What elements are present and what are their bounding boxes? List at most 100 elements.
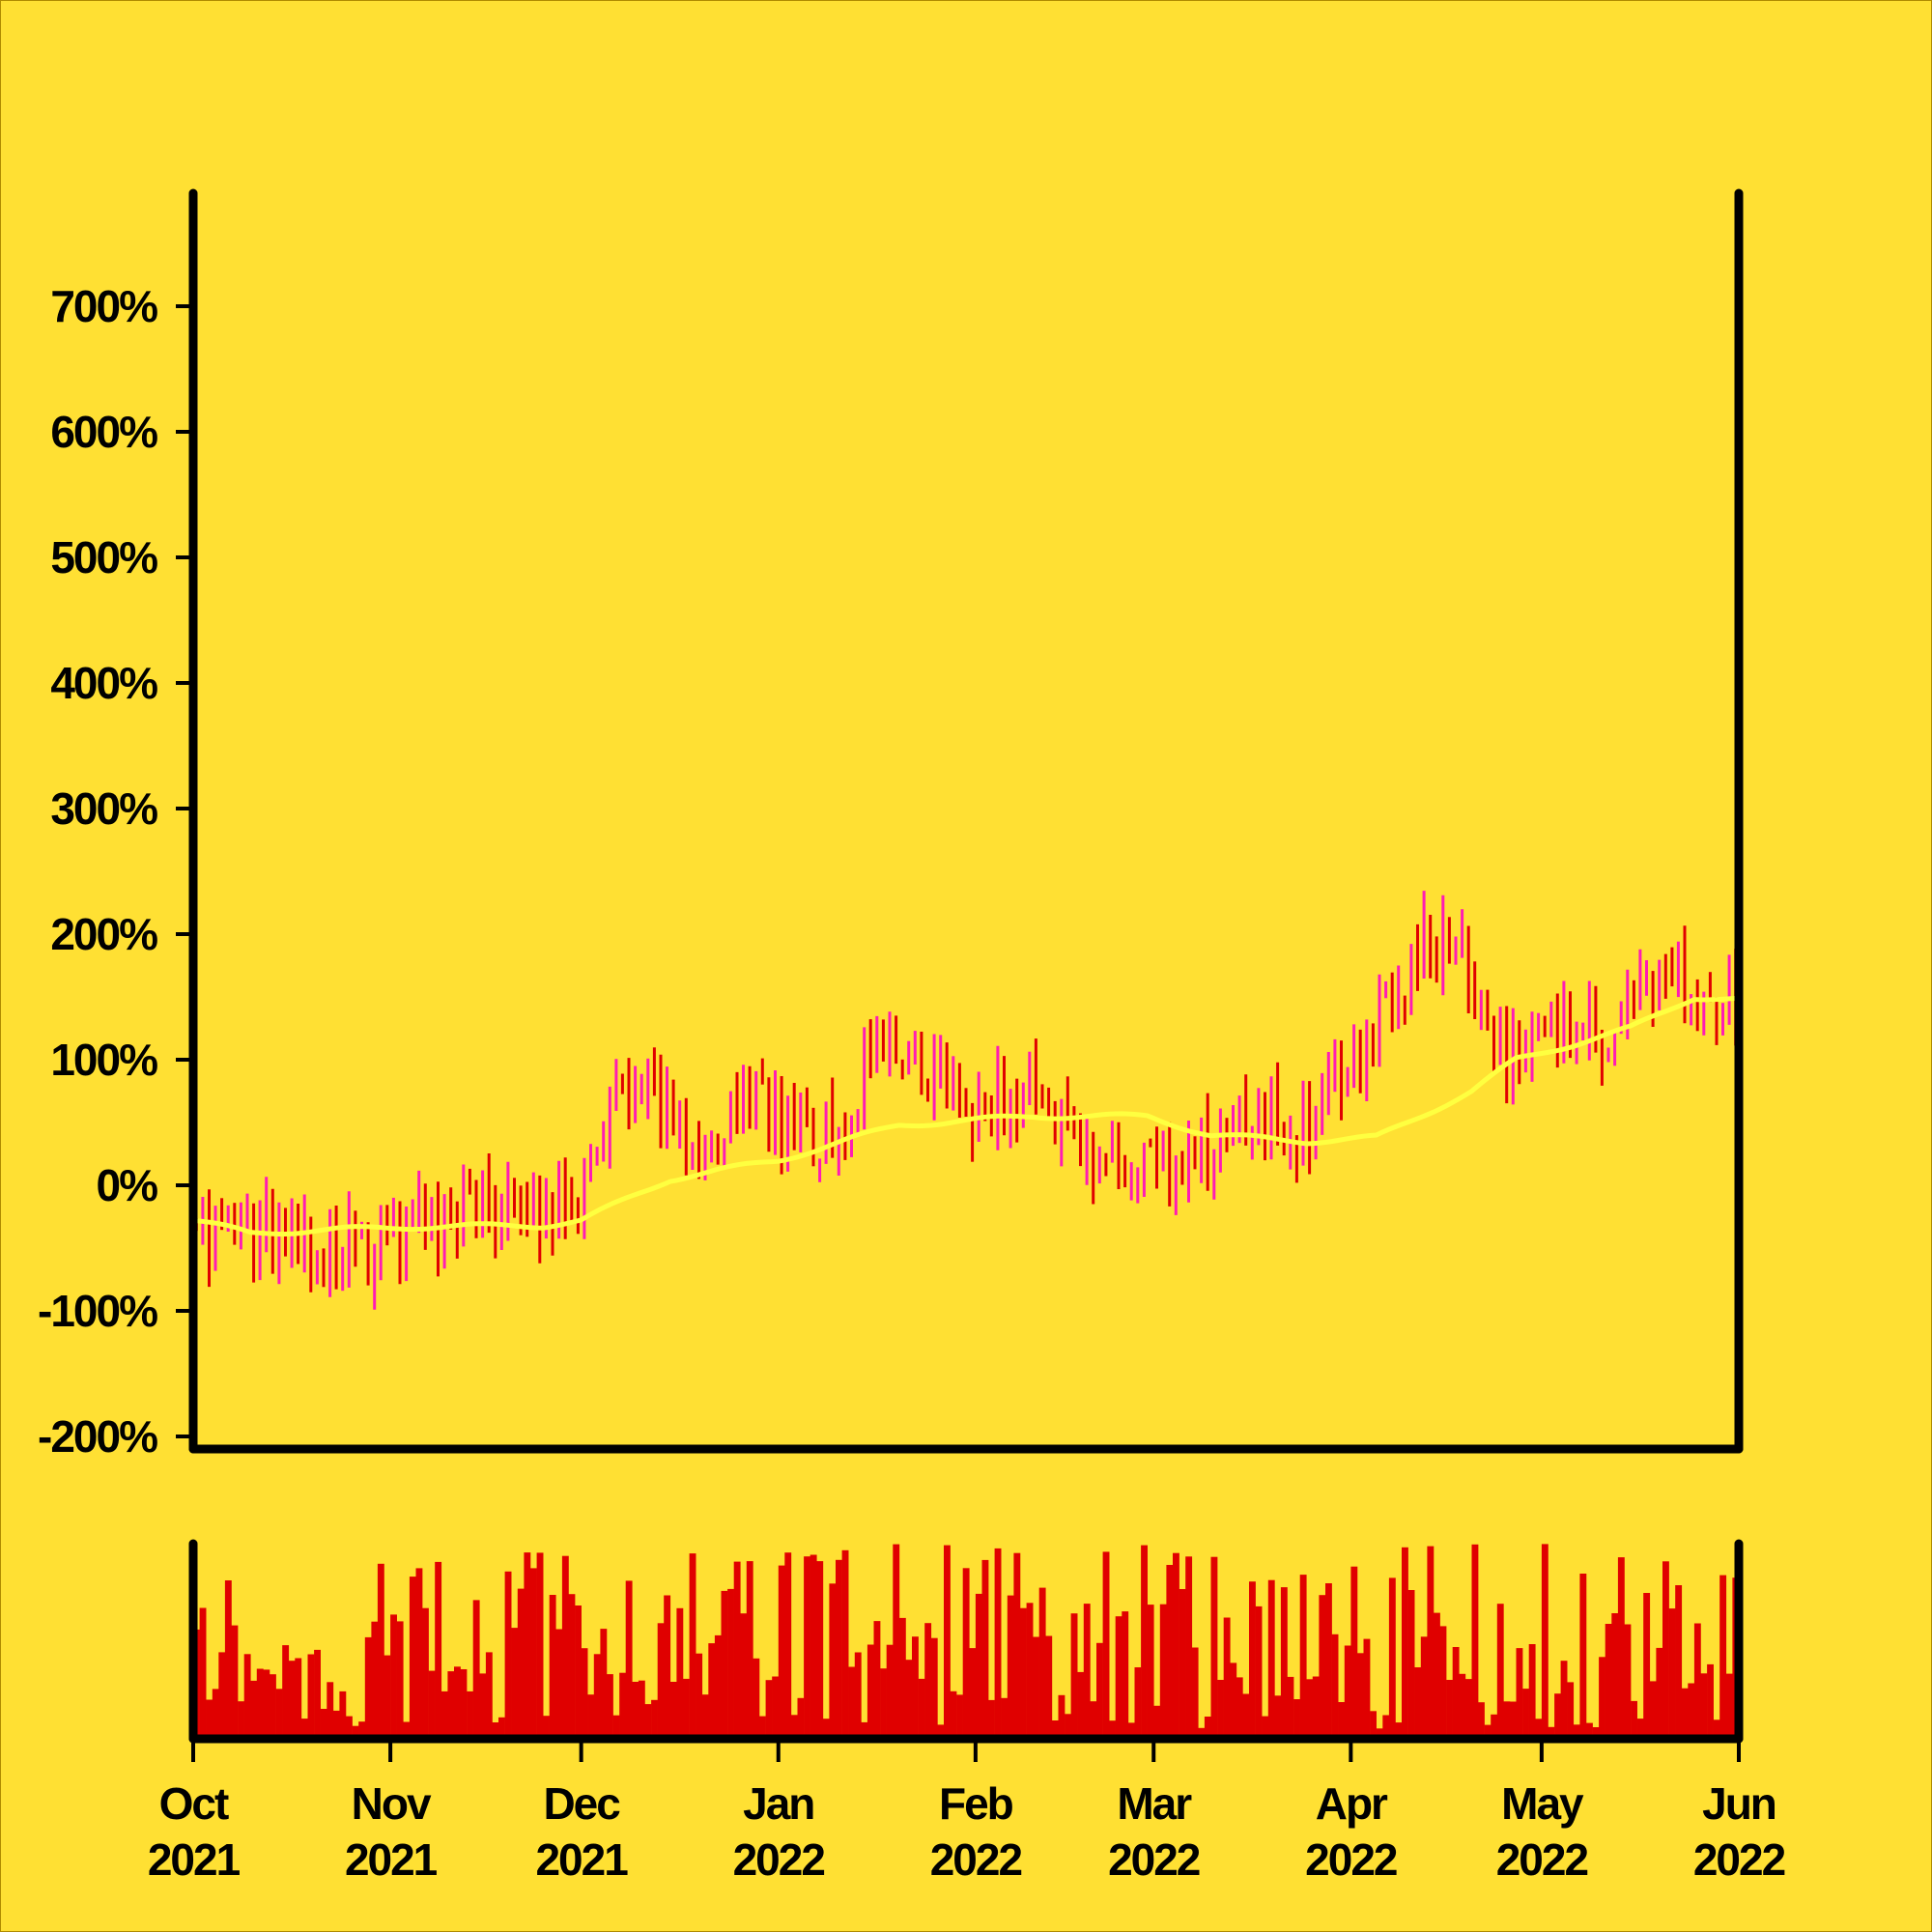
- volume-bar: [1013, 1552, 1021, 1739]
- volume-bar: [1554, 1693, 1561, 1739]
- x-tick-label: Nov: [352, 1778, 432, 1829]
- volume-bar: [1204, 1717, 1211, 1739]
- volume-bar: [969, 1648, 977, 1739]
- volume-bar: [841, 1549, 849, 1739]
- y-tick-label: 300%: [50, 783, 157, 834]
- volume-bar: [530, 1568, 537, 1739]
- volume-bar: [1516, 1648, 1523, 1739]
- volume-bar: [1693, 1623, 1701, 1739]
- volume-bar: [1420, 1636, 1428, 1739]
- volume-bar: [746, 1561, 753, 1739]
- volume-bar: [390, 1614, 397, 1739]
- volume-bar: [440, 1690, 448, 1739]
- volume-bar: [314, 1649, 321, 1739]
- volume-bar: [199, 1607, 207, 1739]
- volume-bar: [1528, 1644, 1536, 1739]
- volume-bar: [549, 1595, 556, 1739]
- volume-bar: [270, 1674, 276, 1739]
- volume-bar: [352, 1725, 359, 1739]
- volume-bar: [295, 1658, 302, 1739]
- volume-bar: [644, 1704, 652, 1739]
- x-tick-label: 2022: [1693, 1834, 1785, 1885]
- volume-bar: [944, 1545, 951, 1739]
- volume-bar: [829, 1583, 837, 1739]
- y-tick-label: 0%: [97, 1160, 158, 1210]
- volume-bar: [447, 1671, 455, 1739]
- volume-bar: [1611, 1613, 1619, 1739]
- volume-bar: [1496, 1604, 1504, 1739]
- volume-bar: [1439, 1626, 1447, 1739]
- volume-bar: [1090, 1701, 1097, 1739]
- volume-bar: [1102, 1551, 1110, 1739]
- volume-bar: [632, 1682, 639, 1739]
- volume-bar: [1586, 1722, 1593, 1739]
- volume-bar: [880, 1668, 887, 1739]
- volume-bar: [206, 1699, 213, 1739]
- x-tick-label: 2022: [1305, 1834, 1397, 1885]
- volume-bar: [498, 1717, 505, 1739]
- volume-bar: [555, 1629, 563, 1739]
- volume-bar: [1153, 1705, 1161, 1739]
- volume-bar: [1045, 1635, 1053, 1739]
- volume-bar: [822, 1719, 830, 1739]
- volume-bar: [625, 1580, 633, 1739]
- volume-bar: [861, 1721, 868, 1739]
- volume-bar: [1287, 1676, 1294, 1739]
- volume-bar: [282, 1645, 290, 1739]
- y-tick-label: 700%: [50, 281, 157, 331]
- volume-bar: [339, 1690, 347, 1739]
- volume-bar: [1376, 1728, 1383, 1739]
- volume-bar: [988, 1699, 995, 1739]
- volume-bar: [1274, 1695, 1282, 1739]
- y-tick-label: -200%: [38, 1411, 157, 1462]
- volume-bar: [937, 1724, 945, 1739]
- volume-bar: [1083, 1604, 1091, 1739]
- volume-bar: [759, 1716, 766, 1739]
- x-tick-label: 2021: [148, 1834, 241, 1885]
- volume-bar: [1356, 1653, 1364, 1739]
- volume-bar: [1688, 1683, 1695, 1739]
- volume-bar: [1230, 1662, 1237, 1739]
- volume-bar: [778, 1565, 785, 1739]
- volume-bar: [377, 1563, 384, 1739]
- volume-bar: [1624, 1624, 1632, 1739]
- volume-bar: [1051, 1720, 1059, 1739]
- y-tick-label: 200%: [50, 909, 157, 959]
- volume-bar: [575, 1605, 582, 1739]
- volume-bar: [733, 1561, 741, 1739]
- volume-bar: [790, 1715, 798, 1739]
- volume-bar: [924, 1623, 932, 1739]
- volume-bar: [256, 1668, 264, 1739]
- volume-bar: [600, 1629, 608, 1739]
- volume-bar: [930, 1637, 938, 1739]
- volume-bar: [428, 1670, 436, 1739]
- volume-bar: [346, 1716, 353, 1739]
- volume-bar: [517, 1588, 525, 1739]
- volume-bar: [511, 1628, 519, 1739]
- x-tick-label: Apr: [1316, 1778, 1388, 1829]
- volume-bar: [320, 1709, 327, 1739]
- volume-bar: [1325, 1583, 1332, 1739]
- x-tick-label: Dec: [543, 1778, 620, 1829]
- volume-bar: [1719, 1575, 1727, 1739]
- volume-bar: [415, 1568, 423, 1739]
- volume-bar: [1725, 1673, 1733, 1739]
- volume-bar: [1503, 1701, 1511, 1739]
- volume-bar: [1173, 1552, 1179, 1739]
- y-tick-label: 400%: [50, 658, 157, 708]
- volume-bar: [561, 1555, 569, 1739]
- y-tick-label: 100%: [50, 1035, 157, 1085]
- volume-bar: [848, 1666, 856, 1739]
- volume-bar: [593, 1654, 601, 1739]
- volume-bar: [1210, 1556, 1218, 1739]
- volume-bar: [1134, 1667, 1142, 1739]
- volume-bar: [1707, 1663, 1714, 1739]
- volume-bar: [612, 1715, 620, 1739]
- volume-bar: [1427, 1546, 1435, 1739]
- volume-bar: [1452, 1647, 1460, 1739]
- volume-bar: [1491, 1714, 1498, 1739]
- volume-bar: [358, 1721, 366, 1739]
- volume-bar: [1668, 1608, 1676, 1739]
- volume-bar: [1522, 1689, 1529, 1739]
- volume-bar: [263, 1669, 270, 1739]
